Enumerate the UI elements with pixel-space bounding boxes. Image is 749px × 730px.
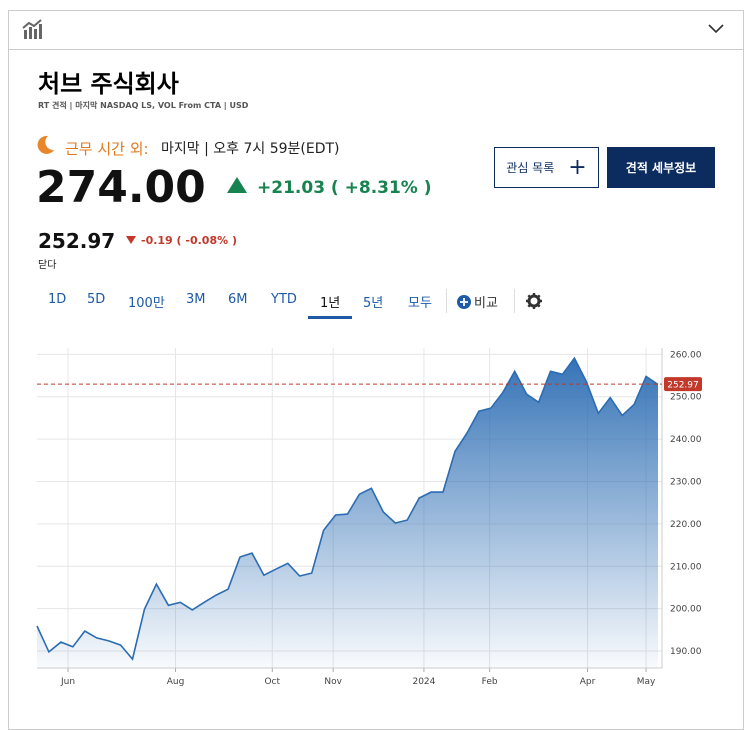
x-tick-label: Oct [264, 677, 280, 687]
x-tick-label: Aug [167, 677, 185, 687]
compare-label: 비교 [474, 296, 498, 311]
details-button[interactable]: 견적 세부정보 [607, 147, 715, 188]
y-tick-label: 230.00 [670, 478, 702, 488]
y-tick-label: 190.00 [670, 647, 702, 657]
line [36, 356, 659, 661]
area [37, 358, 658, 668]
y-tick-label: 250.00 [670, 393, 702, 403]
range-tab[interactable]: 5년 [363, 296, 384, 311]
divider [446, 289, 447, 313]
collapse-chevron[interactable] [707, 23, 725, 35]
y-tick-label: 200.00 [670, 605, 702, 615]
close-label: 닫다 [38, 260, 57, 271]
x-tick-label: Feb [482, 677, 498, 687]
active-underline [308, 316, 352, 319]
range-tab[interactable]: 6M [228, 292, 248, 307]
x-tick-label: Nov [324, 677, 342, 687]
y-tick-label: 260.00 [670, 350, 702, 360]
watchlist-button[interactable]: 관심 목록 + [494, 147, 599, 188]
x-tick-label: May [637, 677, 656, 687]
moon-icon [37, 135, 54, 154]
divider [514, 289, 515, 313]
up-arrow [227, 177, 247, 193]
price: 274.00 [36, 162, 206, 213]
price-chart: 190.00 200.00 210.00 220.00 230.00 240.00 250.… [36, 348, 702, 687]
chart-icon [22, 19, 42, 39]
down-arrow [126, 236, 136, 244]
y-tick-label: 240.00 [670, 435, 702, 445]
session-time: 마지막 | 오후 7시 59분(EDT) [161, 141, 340, 157]
compare-button[interactable]: 비교 [457, 292, 498, 311]
session-label: 근무 시간 외: [65, 140, 149, 158]
x-tick-label: Apr [580, 677, 596, 687]
x-tick-label: 2024 [412, 677, 435, 687]
y-tick-label: 210.00 [670, 562, 702, 572]
plus-icon: + [568, 155, 587, 180]
x-tick-label: Jun [60, 677, 75, 687]
y-tick-label: 220.00 [670, 520, 702, 530]
subtitle: RT 견적 | 마지막 NASDAQ LS, VOL From CTA | US… [38, 101, 249, 110]
reference-label: 252.97 [667, 381, 699, 391]
plus-circle [457, 294, 471, 309]
range-tab[interactable]: 1D [48, 292, 67, 307]
top-bar [8, 10, 744, 50]
reference-label-box [664, 377, 702, 392]
watchlist-label: 관심 목록 [506, 161, 555, 175]
close-price: 252.97 [38, 229, 116, 253]
range-tab[interactable]: YTD [271, 292, 297, 307]
settings-gear[interactable] [526, 293, 542, 309]
close-change: -0.19 ( -0.08% ) [141, 234, 237, 247]
range-tab[interactable]: 5D [87, 292, 106, 307]
range-tab[interactable]: 3M [186, 292, 206, 307]
range-tab[interactable]: 100만 [128, 296, 165, 311]
range-tab[interactable]: 모두 [408, 296, 432, 311]
details-label: 견적 세부정보 [625, 161, 697, 175]
title: 처브 주식회사 [38, 70, 179, 98]
range-tab[interactable]: 1년 [320, 296, 341, 311]
change: +21.03 ( +8.31% ) [257, 178, 432, 198]
